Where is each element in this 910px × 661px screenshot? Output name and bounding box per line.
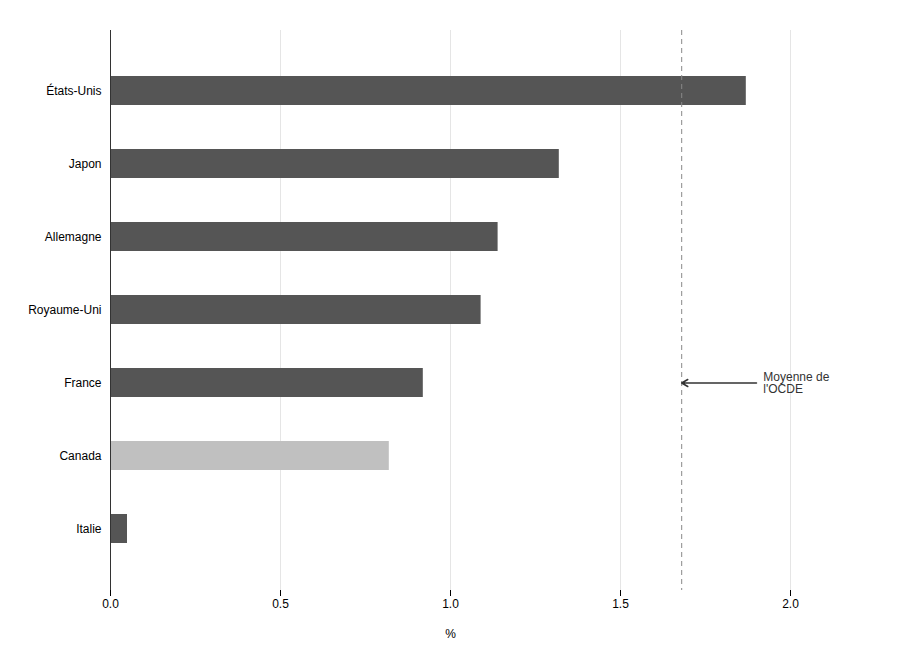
svg-text:1.0: 1.0 — [442, 597, 459, 611]
svg-text:Japon: Japon — [69, 157, 102, 171]
svg-text:France: France — [64, 376, 102, 390]
svg-text:Moyenne del'OCDE: Moyenne del'OCDE — [763, 370, 829, 396]
svg-text:0.5: 0.5 — [272, 597, 289, 611]
svg-text:2.0: 2.0 — [782, 597, 799, 611]
svg-text:Royaume-Uni: Royaume-Uni — [28, 303, 101, 317]
svg-text:Italie: Italie — [76, 522, 102, 536]
svg-text:%: % — [445, 627, 456, 641]
svg-text:Canada: Canada — [59, 449, 101, 463]
svg-text:0.0: 0.0 — [102, 597, 119, 611]
svg-text:1.5: 1.5 — [612, 597, 629, 611]
svg-text:États-Unis: États-Unis — [46, 83, 101, 98]
svg-text:Allemagne: Allemagne — [45, 230, 102, 244]
